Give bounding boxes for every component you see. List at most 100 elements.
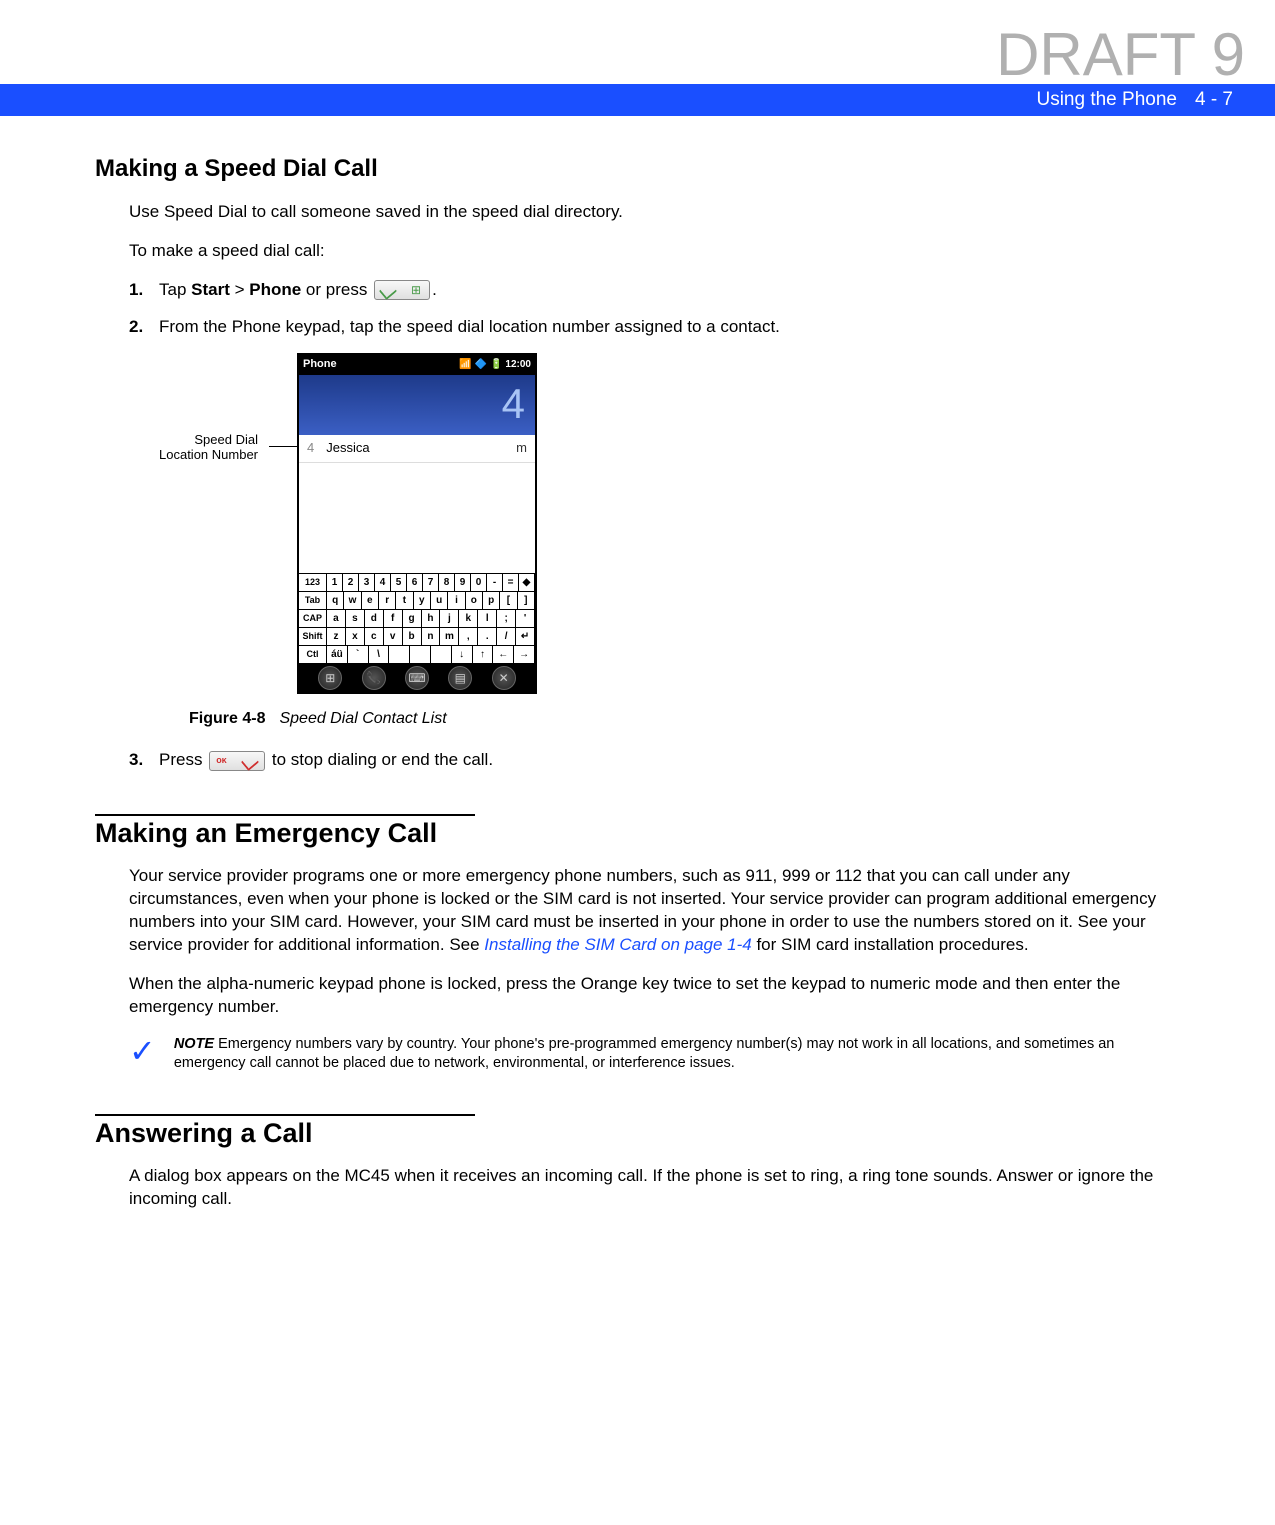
text: Speed Dial — [194, 432, 258, 447]
keyboard-key: n — [422, 628, 441, 646]
step-number: 1. — [129, 279, 159, 302]
keyboard-key: CAP — [299, 610, 327, 628]
keyboard-key: = — [503, 574, 519, 592]
step-text: Tap Start > Phone or press . — [159, 279, 1180, 302]
text: Press — [159, 750, 207, 769]
phone-blank-area — [299, 463, 535, 573]
keyboard-key: / — [497, 628, 516, 646]
keyboard-key: \ — [369, 646, 390, 664]
keyboard-key: t — [396, 592, 413, 610]
section-heading-speed-dial: Making a Speed Dial Call — [95, 155, 1180, 183]
keyboard-key: 2 — [343, 574, 359, 592]
page-header-bar: Using the Phone 4 - 7 — [0, 84, 1275, 116]
figure-title: Speed Dial Contact List — [279, 710, 446, 727]
keyboard-key: ◆ — [519, 574, 535, 592]
keyboard-key: 0 — [471, 574, 487, 592]
contact-type: m — [516, 439, 527, 457]
keyboard-key: u — [431, 592, 448, 610]
keyboard-key: l — [478, 610, 497, 628]
figure-block: Speed Dial Location Number Phone 📶 🔷 🔋 1… — [189, 353, 1180, 694]
phone-icon: 📞 — [362, 666, 386, 690]
step-text: Press to stop dialing or end the call. — [159, 749, 1180, 772]
main-content: Making a Speed Dial Call Use Speed Dial … — [95, 155, 1180, 1227]
keyboard-key: [ — [500, 592, 517, 610]
keyboard-key: ] — [518, 592, 535, 610]
menu-icon: ▤ — [448, 666, 472, 690]
header-page-number: 4 - 7 — [1195, 89, 1233, 111]
paragraph: To make a speed dial call: — [129, 240, 1180, 263]
callout-leader-line — [269, 446, 297, 447]
keyboard-key: m — [440, 628, 459, 646]
note-text: NOTEEmergency numbers vary by country. Y… — [174, 1035, 1180, 1074]
battery-icon: 🔋 — [490, 358, 502, 372]
ok-key-icon — [209, 751, 265, 771]
text: > — [230, 280, 249, 299]
bluetooth-icon: 🔷 — [475, 358, 487, 372]
keyboard-key: , — [459, 628, 478, 646]
keyboard-key: ← — [493, 646, 514, 664]
close-icon: ✕ — [492, 666, 516, 690]
keyboard-key: g — [403, 610, 422, 628]
home-icon: ⊞ — [318, 666, 342, 690]
phone-keyboard: 1231234567890-=◆ Tabqwertyuiop[] CAPasdf… — [299, 573, 535, 664]
paragraph: Your service provider programs one or mo… — [129, 865, 1180, 957]
keyboard-key: f — [384, 610, 403, 628]
keyboard-key: 4 — [375, 574, 391, 592]
keyboard-key: ↓ — [452, 646, 473, 664]
keyboard-key — [410, 646, 431, 664]
keyboard-key: ` — [348, 646, 369, 664]
draft-watermark: DRAFT 9 — [996, 20, 1245, 89]
keyboard-key: 5 — [391, 574, 407, 592]
keyboard-key: y — [414, 592, 431, 610]
contact-index: 4 — [307, 439, 314, 457]
keyboard-key: d — [365, 610, 384, 628]
keyboard-key: e — [362, 592, 379, 610]
keyboard-key: 9 — [455, 574, 471, 592]
section-heading-answering: Answering a Call — [95, 1114, 475, 1149]
keyboard-key: o — [466, 592, 483, 610]
paragraph: Use Speed Dial to call someone saved in … — [129, 201, 1180, 224]
text: . — [432, 280, 437, 299]
text-bold: Phone — [249, 280, 301, 299]
signal-icon: 📶 — [459, 358, 471, 372]
keyboard-key — [389, 646, 410, 664]
keyboard-key: Ctl — [299, 646, 327, 664]
cross-reference-link[interactable]: Installing the SIM Card on page 1-4 — [484, 935, 751, 954]
keyboard-icon: ⌨ — [405, 666, 429, 690]
keyboard-key: ↑ — [473, 646, 494, 664]
contact-name: Jessica — [326, 439, 369, 457]
checkmark-icon: ✓ — [129, 1035, 156, 1067]
keyboard-key: w — [344, 592, 361, 610]
keyboard-key: r — [379, 592, 396, 610]
keyboard-key: ; — [497, 610, 516, 628]
keyboard-key: a — [327, 610, 346, 628]
keyboard-key: j — [440, 610, 459, 628]
phone-key-icon — [374, 280, 430, 300]
note-block: ✓ NOTEEmergency numbers vary by country.… — [129, 1035, 1180, 1074]
keyboard-key: s — [346, 610, 365, 628]
keyboard-key: x — [346, 628, 365, 646]
text: Emergency numbers vary by country. Your … — [174, 1036, 1115, 1072]
paragraph: When the alpha-numeric keypad phone is l… — [129, 973, 1180, 1019]
text: or press — [301, 280, 372, 299]
step-item: 2. From the Phone keypad, tap the speed … — [129, 316, 1180, 339]
phone-screenshot: Phone 📶 🔷 🔋 12:00 4 4 Jessica m 12312345… — [297, 353, 537, 694]
text: Tap — [159, 280, 191, 299]
clock-text: 12:00 — [505, 358, 531, 372]
keyboard-key: b — [403, 628, 422, 646]
note-label: NOTE — [174, 1036, 214, 1052]
keyboard-key: Tab — [299, 592, 327, 610]
phone-bottombar: ⊞ 📞 ⌨ ▤ ✕ — [299, 664, 535, 692]
keyboard-key: 3 — [359, 574, 375, 592]
text-bold: Start — [191, 280, 230, 299]
keyboard-key: 123 — [299, 574, 327, 592]
keyboard-key: 6 — [407, 574, 423, 592]
keyboard-key: h — [422, 610, 441, 628]
keyboard-key: 7 — [423, 574, 439, 592]
steps-list: 3. Press to stop dialing or end the call… — [129, 749, 1180, 772]
keyboard-key: v — [384, 628, 403, 646]
paragraph: A dialog box appears on the MC45 when it… — [129, 1165, 1180, 1211]
speed-dial-contact-row: 4 Jessica m — [299, 435, 535, 463]
dialed-number-display: 4 — [299, 375, 535, 435]
keyboard-key: c — [365, 628, 384, 646]
